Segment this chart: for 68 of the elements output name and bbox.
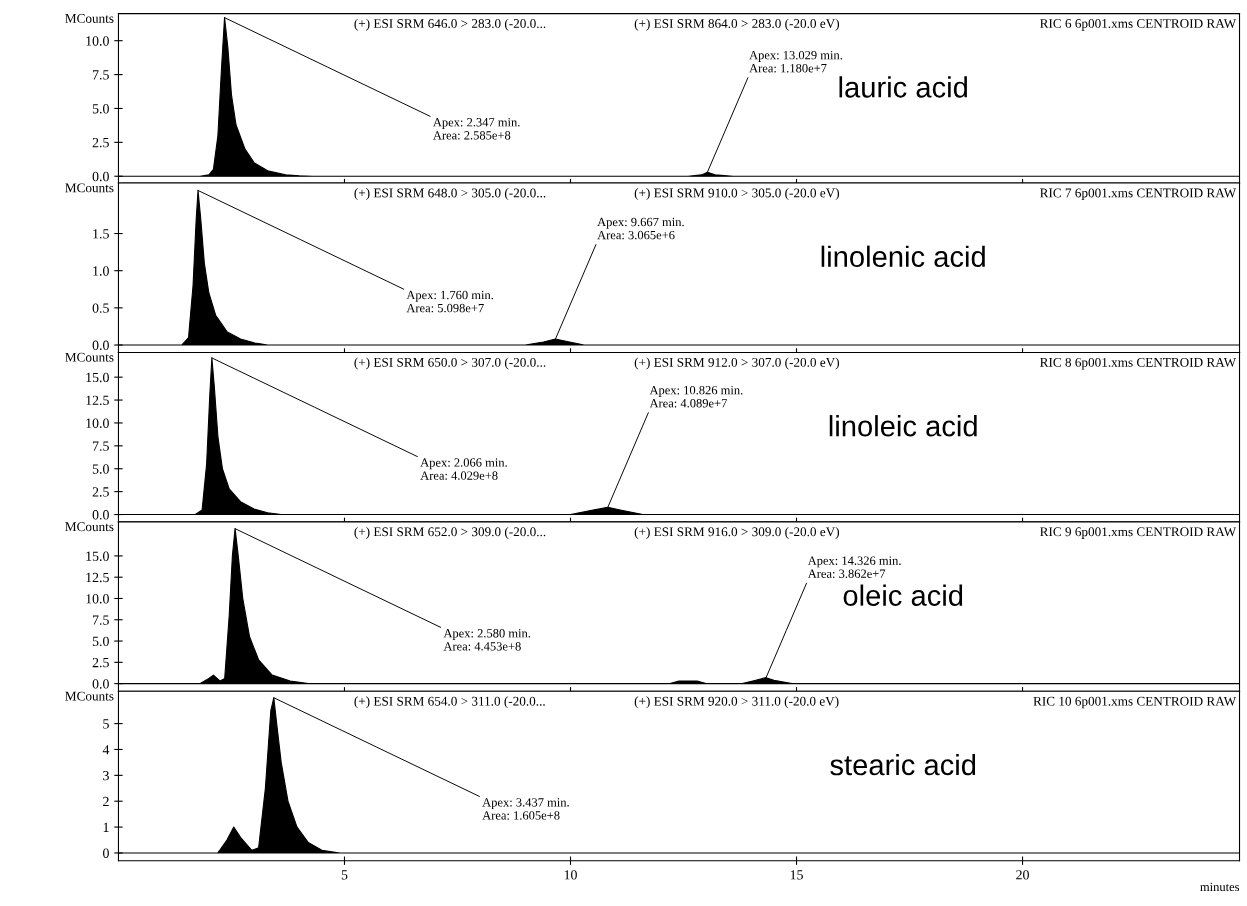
y-tick-label: 1.0 — [93, 266, 109, 276]
y-tick-label: 4 — [102, 745, 110, 755]
y-tick-label: 5 — [103, 719, 109, 729]
annotation: RIC 6 6p001.xms CENTROID RAW — [1040, 19, 1237, 31]
y-axis-title: MCounts — [65, 14, 114, 23]
annotation: (+) ESI SRM 652.0 > 309.0 (-20.0... — [354, 526, 546, 539]
text: stearic acid — [830, 753, 976, 776]
y-tick-label: 10.0 — [86, 418, 109, 428]
y-axis-title: MCounts — [65, 183, 114, 193]
annotation: (+) ESI SRM 650.0 > 307.0 (-20.0... — [354, 357, 546, 370]
text: lauric acid — [839, 76, 967, 98]
annotation: (+) ESI SRM 654.0 > 311.0 (-20.0... — [354, 696, 545, 709]
annotation: RIC 7 6p001.xms CENTROID RAW — [1040, 188, 1237, 201]
annotation: Apex: 2.347 min. Area: 2.585e+8 — [433, 118, 520, 140]
annotation: (+) ESI SRM 648.0 > 305.0 (-20.0... — [354, 188, 546, 201]
y-tick-label: 1.5 — [93, 229, 109, 239]
text: linoleic acid — [829, 415, 977, 437]
y-tick-label: 7.5 — [92, 70, 109, 80]
y-tick-label: 0 — [103, 848, 109, 858]
y-tick-label: 2.5 — [92, 487, 109, 497]
annotation: Apex: 2.580 min. Area: 4.453e+8 — [443, 629, 531, 651]
annotation: Apex: 2.066 min. Area: 4.029e+8 — [420, 458, 507, 480]
y-axis-title: MCounts — [65, 691, 114, 701]
x-axis-title: minutes — [1200, 882, 1240, 892]
annotation: (+) ESI SRM 910.0 > 305.0 (-20.0 eV) — [634, 188, 840, 201]
annotation: (+) ESI SRM 916.0 > 309.0 (-20.0 eV) — [634, 526, 840, 539]
annotation: RIC 9 6p001.xms CENTROID RAW — [1040, 527, 1237, 539]
x-tick-label: 10 — [564, 870, 577, 880]
annotation: Apex: 14.326 min. Area: 3.862e+7 — [807, 556, 901, 578]
annotation: (+) ESI SRM 864.0 > 283.0 (-20.0 eV) — [634, 18, 840, 31]
y-tick-label: 15.0 — [86, 551, 109, 561]
y-tick-label: 2.5 — [92, 657, 109, 668]
x-tick-label: 20 — [1016, 870, 1029, 880]
y-tick-label: 0.0 — [92, 340, 109, 351]
y-axis-title: MCounts — [65, 352, 114, 362]
annotation: (+) ESI SRM 646.0 > 283.0 (-20.0... — [354, 18, 546, 31]
y-tick-label: 7.5 — [92, 441, 109, 451]
text: oleic acid — [843, 584, 963, 606]
y-tick-label: 10.0 — [86, 594, 109, 604]
annotation: RIC 10 6p001.xms CENTROID RAW — [1033, 696, 1237, 709]
annotation: (+) ESI SRM 912.0 > 307.0 (-20.0 eV) — [634, 357, 840, 370]
y-tick-label: 2 — [103, 796, 109, 807]
annotation: Apex: 3.437 min. Area: 1.605e+8 — [482, 798, 569, 820]
annotation: RIC 8 6p001.xms CENTROID RAW — [1040, 357, 1237, 370]
y-tick-label: 12.5 — [86, 395, 109, 406]
annotation: Apex: 9.667 min. Area: 3.065e+6 — [597, 217, 684, 240]
y-tick-label: 10.0 — [86, 36, 109, 46]
y-tick-label: 7.5 — [92, 615, 109, 625]
y-tick-label: 0.0 — [92, 679, 109, 689]
y-tick-label: 5.0 — [92, 636, 109, 647]
annotation: (+) ESI SRM 920.0 > 311.0 (-20.0 eV) — [634, 696, 839, 709]
annotation: Apex: 13.029 min. Area: 1.180e+7 — [749, 50, 843, 73]
annotation: Apex: 1.760 min. Area: 5.098e+7 — [406, 290, 494, 313]
y-tick-label: 0.0 — [92, 510, 109, 520]
y-tick-label: 5.0 — [92, 464, 109, 474]
x-tick-label: 15 — [790, 870, 803, 880]
y-tick-label: 5.0 — [92, 104, 109, 114]
y-tick-label: 12.5 — [86, 572, 109, 583]
y-tick-label: 3 — [103, 770, 109, 781]
x-tick-label: 5 — [341, 870, 348, 880]
y-tick-label: 1 — [103, 822, 109, 832]
y-tick-label: 0.5 — [92, 303, 109, 313]
annotation: Apex: 10.826 min. Area: 4.089e+7 — [649, 385, 743, 408]
text: linolenic acid — [821, 245, 985, 268]
y-tick-label: 2.5 — [92, 137, 109, 148]
y-tick-label: 15.0 — [86, 372, 109, 383]
y-axis-title: MCounts — [65, 522, 114, 532]
y-tick-label: 0.0 — [92, 171, 109, 182]
